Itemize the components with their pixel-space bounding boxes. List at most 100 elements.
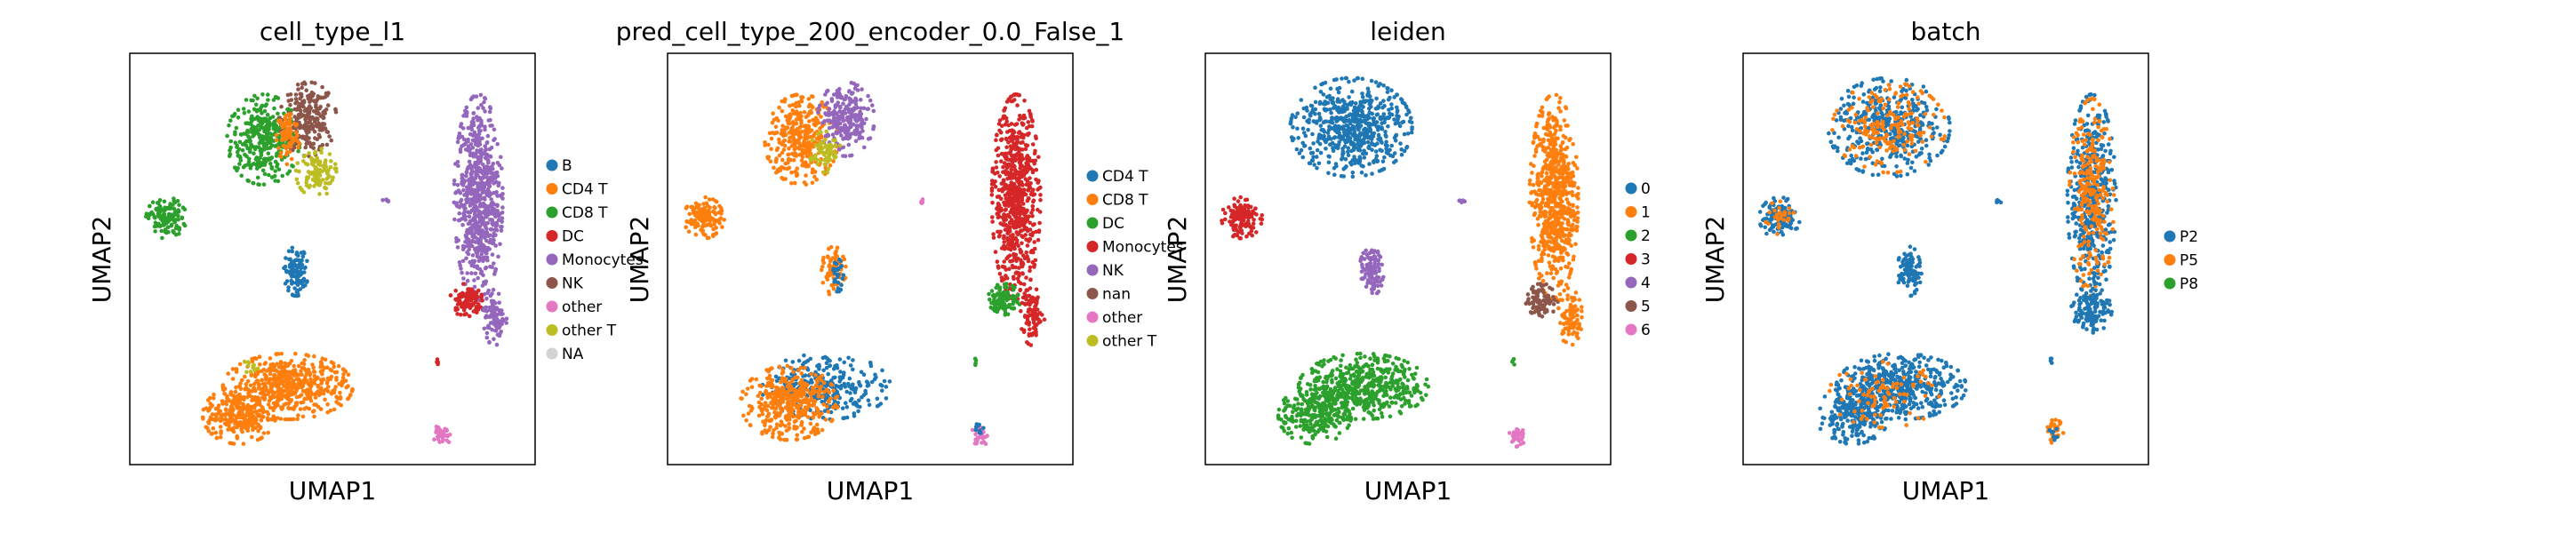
scatter-point <box>837 143 843 148</box>
scatter-point <box>457 301 461 306</box>
scatter-point <box>806 97 812 101</box>
scatter-point <box>283 129 288 134</box>
scatter-point <box>492 237 496 243</box>
scatter-point <box>1006 140 1011 145</box>
scatter-point <box>783 405 788 410</box>
scatter-point <box>472 203 477 208</box>
scatter-point <box>219 434 223 440</box>
scatter-point <box>489 210 494 215</box>
scatter-point <box>476 187 481 193</box>
scatter-point <box>1036 228 1042 233</box>
scatter-point <box>994 165 999 170</box>
scatter-point <box>500 322 504 327</box>
scatter-point <box>860 394 864 400</box>
scatter-point <box>1016 279 1021 284</box>
scatter-point <box>211 417 215 422</box>
scatter-point <box>484 205 489 210</box>
scatter-point <box>296 413 300 418</box>
scatter-point <box>995 259 1000 264</box>
scatter-point <box>494 170 500 175</box>
scatter-point <box>266 402 271 407</box>
scatter-point <box>460 181 464 186</box>
scatter-point <box>791 370 796 375</box>
scatter-point <box>209 432 214 436</box>
scatter-point <box>693 232 699 237</box>
scatter-point <box>245 378 251 384</box>
scatter-point <box>301 104 306 109</box>
scatter-point <box>263 116 268 121</box>
scatter-point <box>838 370 843 374</box>
scatter-point <box>460 172 464 178</box>
scatter-point <box>824 355 829 361</box>
scatter-point <box>251 427 255 433</box>
scatter-point <box>1021 115 1027 121</box>
scatter-point <box>276 146 281 150</box>
scatter-point <box>476 168 482 172</box>
scatter-point <box>332 364 337 370</box>
scatter-point <box>777 153 782 158</box>
scatter-point <box>476 133 480 138</box>
scatter-point <box>884 396 889 401</box>
scatter-point <box>269 385 275 389</box>
scatter-point <box>462 244 468 250</box>
scatter-point <box>260 168 266 173</box>
scatter-point <box>824 365 829 370</box>
scatter-point <box>468 153 473 157</box>
scatter-point <box>884 385 889 389</box>
scatter-point <box>771 431 775 436</box>
scatter-point <box>325 171 330 176</box>
scatter-point <box>227 399 232 403</box>
scatter-point <box>264 102 269 107</box>
scatter-point <box>228 390 234 394</box>
scatter-point <box>818 126 822 131</box>
scatter-point <box>460 270 464 275</box>
scatter-point <box>310 171 316 175</box>
scatter-point <box>778 432 782 437</box>
scatter-point <box>274 132 279 138</box>
scatter-point <box>244 382 249 386</box>
scatter-point <box>262 163 268 167</box>
scatter-point <box>255 96 260 101</box>
scatter-point <box>182 207 188 211</box>
scatter-point <box>813 143 818 147</box>
scatter-point <box>817 362 821 368</box>
scatter-point <box>996 266 1001 270</box>
scatter-point <box>228 145 233 150</box>
scatter-point <box>324 181 328 186</box>
scatter-point <box>313 149 318 155</box>
scatter-point <box>813 123 818 128</box>
scatter-point <box>860 87 864 91</box>
scatter-point <box>319 381 324 386</box>
scatter-point <box>255 107 260 113</box>
scatter-point <box>1030 119 1035 123</box>
scatter-point <box>153 229 157 234</box>
scatter-point <box>862 145 867 150</box>
scatter-point <box>254 155 260 160</box>
scatter-point <box>832 119 837 123</box>
scatter-point <box>159 228 164 234</box>
scatter-point <box>308 387 313 392</box>
scatter-point <box>268 362 274 367</box>
scatter-point <box>293 281 299 285</box>
scatter-point <box>276 390 282 394</box>
scatter-point <box>842 360 846 365</box>
scatter-point <box>340 367 346 372</box>
scatter-point <box>228 118 233 123</box>
scatter-point <box>469 169 475 173</box>
scatter-point <box>763 404 767 409</box>
scatter-point <box>322 122 327 126</box>
scatter-point <box>470 146 476 150</box>
scatter-point <box>268 405 273 410</box>
scatter-point <box>490 252 495 257</box>
scatter-point <box>157 198 163 203</box>
scatter-point <box>481 106 485 110</box>
scatter-point <box>788 135 792 140</box>
scatter-point <box>338 390 342 395</box>
scatter-point <box>236 410 242 415</box>
scatter-point <box>829 99 835 104</box>
scatter-point <box>1003 169 1008 173</box>
scatter-point <box>261 367 267 372</box>
scatter-point <box>852 86 858 91</box>
scatter-point <box>311 141 316 147</box>
scatter-point <box>467 314 472 319</box>
